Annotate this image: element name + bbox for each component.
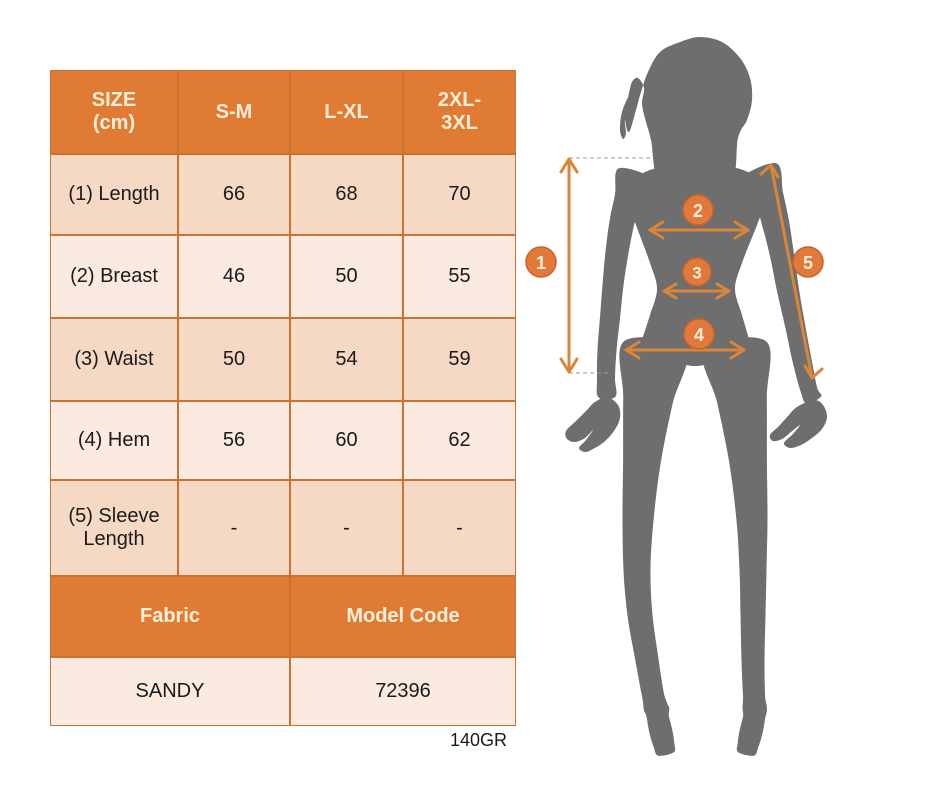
svg-text:1: 1: [536, 253, 546, 273]
svg-text:2: 2: [693, 201, 703, 221]
svg-text:3: 3: [692, 264, 701, 283]
svg-text:5: 5: [803, 253, 813, 273]
svg-text:4: 4: [694, 325, 704, 345]
